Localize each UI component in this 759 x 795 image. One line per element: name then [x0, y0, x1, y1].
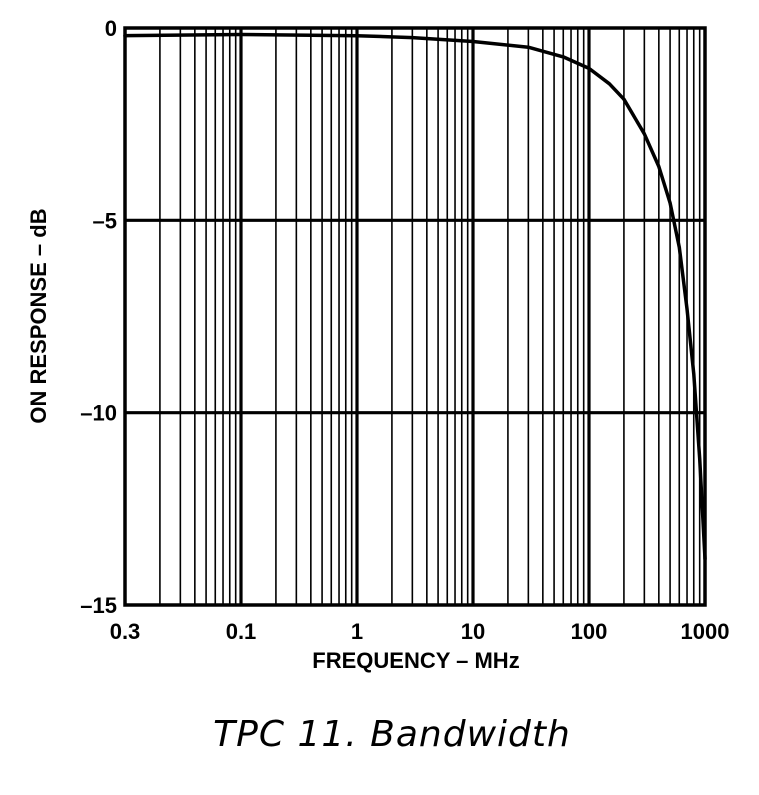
y-tick-labels: 0 –5 –10 –15: [80, 16, 117, 618]
x-axis-title: FREQUENCY – MHz: [312, 648, 519, 673]
plot-border: [123, 26, 707, 607]
y-axis-title: ON RESPONSE – dB: [26, 208, 51, 423]
x-tick-labels: 0.3 0.1 1 10 100 1000: [110, 619, 730, 644]
series-line-0: [123, 32, 707, 561]
plot-frame: [123, 26, 707, 607]
x-tick-label: 1: [351, 619, 363, 644]
series-group: [123, 32, 707, 561]
y-tick-label: –5: [93, 208, 117, 233]
x-tick-label: 1000: [681, 619, 730, 644]
x-tick-label: 100: [571, 619, 608, 644]
figure-caption: TPC 11. Bandwidth: [213, 714, 571, 755]
x-tick-label: 0.3: [110, 619, 141, 644]
y-tick-label: –10: [80, 401, 117, 426]
y-tick-label: –15: [80, 593, 117, 618]
x-tick-label: 10: [461, 619, 485, 644]
minor-grid: [159, 28, 701, 605]
y-tick-label: 0: [105, 16, 117, 41]
major-grid: [125, 28, 705, 605]
x-tick-label: 0.1: [226, 619, 257, 644]
